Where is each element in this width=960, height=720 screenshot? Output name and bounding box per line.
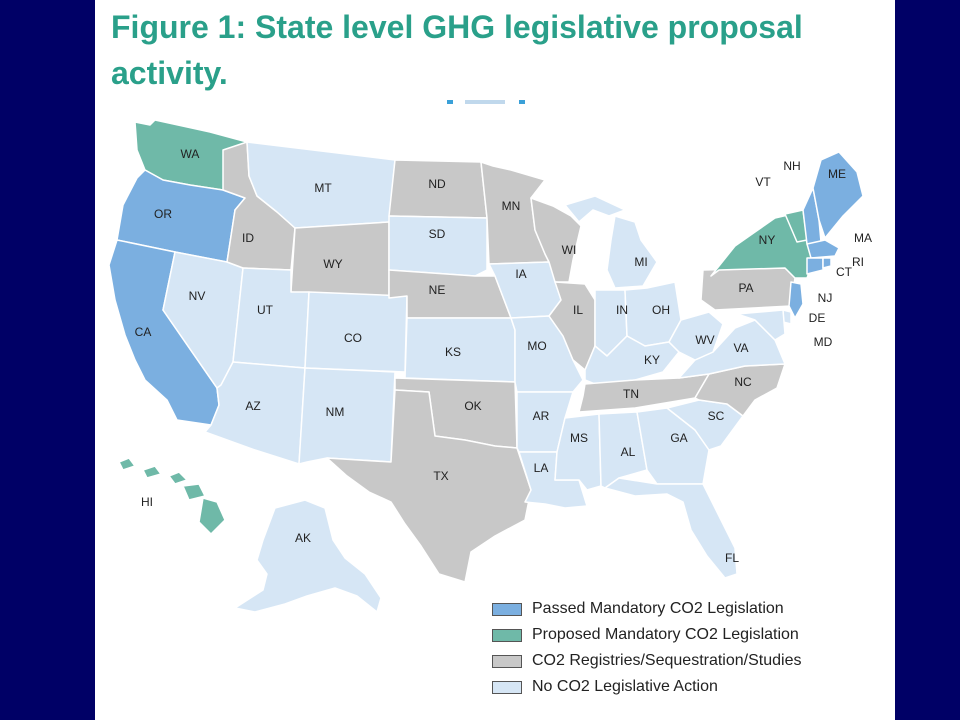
legend-label-registries: CO2 Registries/Sequestration/Studies: [532, 652, 802, 669]
state-label-al: AL: [621, 445, 636, 459]
state-label-nc: NC: [734, 375, 752, 389]
legend-swatch-none: [492, 680, 522, 694]
state-label-ga: GA: [670, 431, 687, 445]
state-label-nd: ND: [428, 177, 446, 191]
state-label-wv: WV: [695, 333, 714, 347]
state-label-va: VA: [733, 341, 748, 355]
state-label-ct: CT: [836, 265, 853, 279]
state-hi: [118, 457, 226, 535]
state-label-ca: CA: [135, 325, 152, 339]
state-il: [548, 281, 596, 371]
state-label-wy: WY: [323, 257, 342, 271]
state-label-il: IL: [573, 303, 583, 317]
legend-row-registries: CO2 Registries/Sequestration/Studies: [492, 648, 892, 674]
decorative-mark: [447, 100, 525, 104]
state-label-mn: MN: [502, 199, 521, 213]
state-label-nh: NH: [783, 159, 800, 173]
state-label-md: MD: [814, 335, 833, 349]
state-label-wi: WI: [562, 243, 577, 257]
state-label-ok: OK: [464, 399, 481, 413]
state-ct: [806, 257, 824, 275]
state-label-ak: AK: [295, 531, 311, 545]
title-line-2: activity.: [111, 55, 228, 91]
state-label-ma: MA: [854, 231, 872, 245]
state-label-ny: NY: [759, 233, 776, 247]
state-fl: [604, 477, 738, 579]
state-label-wa: WA: [181, 147, 200, 161]
state-label-sd: SD: [429, 227, 446, 241]
legend-swatch-proposed: [492, 628, 522, 642]
state-label-ar: AR: [533, 409, 550, 423]
state-label-la: LA: [534, 461, 549, 475]
figure-title: Figure 1: State level GHG legislative pr…: [111, 4, 881, 96]
state-label-nj: NJ: [818, 291, 833, 305]
state-label-ia: IA: [515, 267, 526, 281]
state-label-tx: TX: [433, 469, 448, 483]
state-label-vt: VT: [755, 175, 771, 189]
legend-row-none: No CO2 Legislative Action: [492, 674, 892, 700]
state-ak: [234, 499, 382, 613]
state-wi: [530, 197, 582, 283]
state-mi: [564, 195, 658, 289]
state-nh: [802, 187, 822, 245]
state-label-nm: NM: [326, 405, 345, 419]
legend-swatch-passed: [492, 602, 522, 616]
us-state-map: WA OR CA NV ID MT WY UT AZ CO NM ND SD NE KS OK TX MN IA MO…: [108, 119, 872, 613]
state-label-fl: FL: [725, 551, 739, 565]
state-ne: [388, 269, 512, 319]
state-md: [736, 309, 786, 341]
state-label-pa: PA: [738, 281, 753, 295]
state-label-de: DE: [809, 311, 826, 325]
state-label-co: CO: [344, 331, 362, 345]
state-label-id: ID: [242, 231, 254, 245]
state-label-hi: HI: [141, 495, 153, 509]
state-label-or: OR: [154, 207, 172, 221]
state-label-ks: KS: [445, 345, 461, 359]
state-label-ri: RI: [852, 255, 864, 269]
state-label-mo: MO: [527, 339, 546, 353]
state-label-ne: NE: [429, 283, 446, 297]
state-wv: [668, 311, 724, 361]
legend-row-proposed: Proposed Mandatory CO2 Legislation: [492, 622, 892, 648]
state-ky: [584, 335, 680, 385]
state-label-in: IN: [616, 303, 628, 317]
state-label-mi: MI: [634, 255, 647, 269]
map-legend: Passed Mandatory CO2 Legislation Proposed…: [492, 596, 892, 700]
state-label-ms: MS: [570, 431, 588, 445]
state-label-oh: OH: [652, 303, 670, 317]
state-label-az: AZ: [245, 399, 260, 413]
title-line-1: Figure 1: State level GHG legislative pr…: [111, 9, 803, 45]
slide: Figure 1: State level GHG legislative pr…: [95, 0, 895, 720]
legend-label-none: No CO2 Legislative Action: [532, 678, 718, 695]
state-tx: [326, 389, 532, 583]
state-label-nv: NV: [189, 289, 206, 303]
legend-label-proposed: Proposed Mandatory CO2 Legislation: [532, 626, 799, 643]
state-nm: [298, 367, 396, 465]
state-label-ky: KY: [644, 353, 660, 367]
state-label-sc: SC: [708, 409, 725, 423]
state-me: [812, 151, 864, 239]
state-sd: [388, 215, 488, 277]
state-label-ut: UT: [257, 303, 274, 317]
state-nj: [788, 281, 804, 319]
state-label-tn: TN: [623, 387, 639, 401]
state-label-me: ME: [828, 167, 846, 181]
legend-swatch-registries: [492, 654, 522, 668]
state-label-mt: MT: [314, 181, 332, 195]
state-ma: [806, 239, 840, 259]
legend-label-passed: Passed Mandatory CO2 Legislation: [532, 600, 784, 617]
legend-row-passed: Passed Mandatory CO2 Legislation: [492, 596, 892, 622]
state-ri: [822, 257, 832, 269]
